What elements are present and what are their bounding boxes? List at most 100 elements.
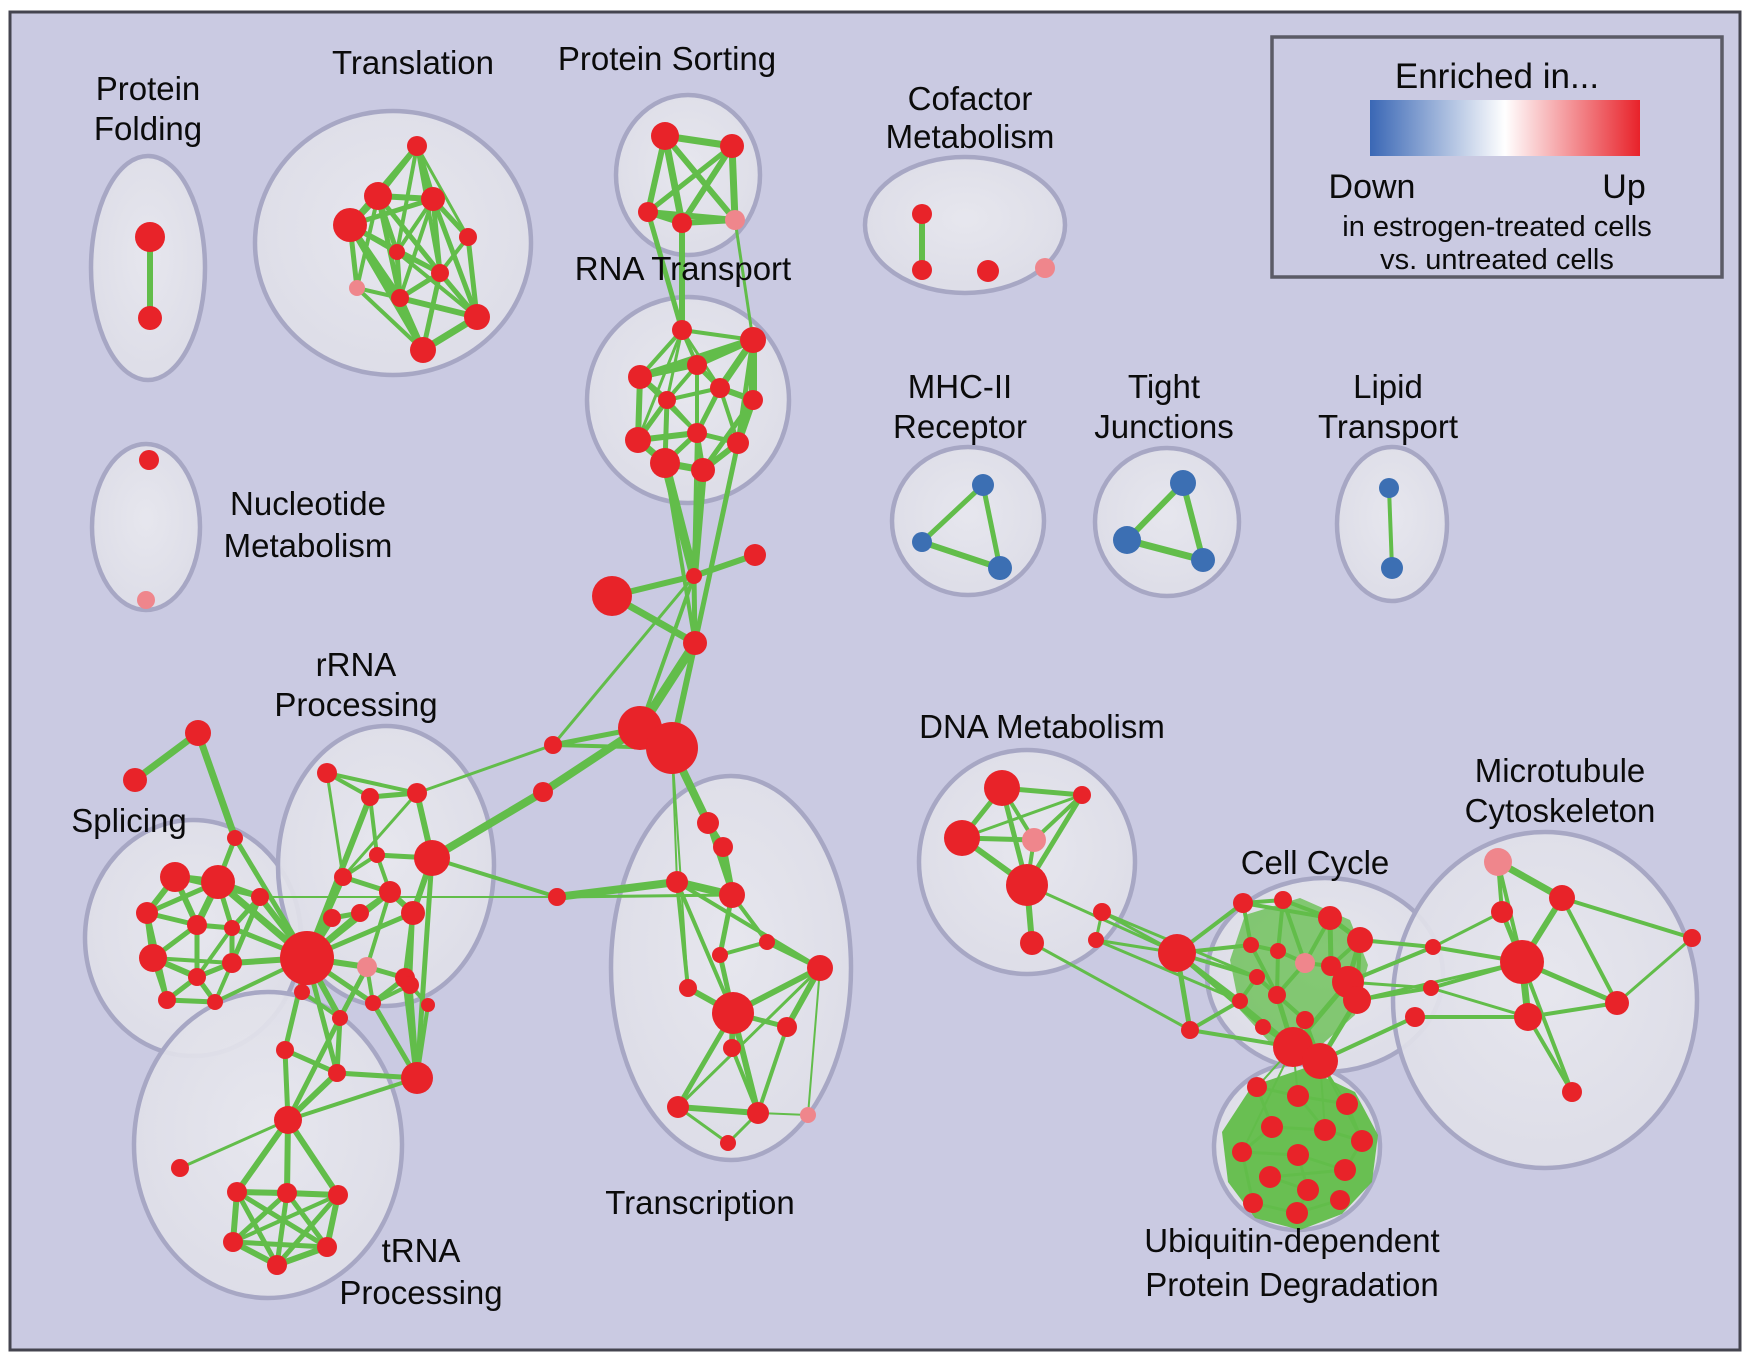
node-splicing-6[interactable] xyxy=(139,944,167,972)
node-trna_processing-1[interactable] xyxy=(171,1159,189,1177)
node-transcription-17[interactable] xyxy=(720,1135,736,1151)
node-rna_transport-10[interactable] xyxy=(650,448,680,478)
node-translation-4[interactable] xyxy=(459,228,477,246)
node-ubiquitin_degradation-4[interactable] xyxy=(1314,1119,1336,1141)
node-tight_junctions-0[interactable] xyxy=(1170,470,1196,496)
node-rna_transport-12[interactable] xyxy=(686,568,702,584)
node-rrna_processing-6[interactable] xyxy=(379,881,401,903)
node-trna_processing-2[interactable] xyxy=(227,1182,247,1202)
node-rna_transport-8[interactable] xyxy=(687,423,707,443)
node-rrna_processing-16[interactable] xyxy=(421,998,435,1012)
node-lipid_transport-0[interactable] xyxy=(1379,478,1399,498)
node-cell_cycle-12[interactable] xyxy=(1268,986,1286,1004)
node-splicing-10[interactable] xyxy=(207,994,223,1010)
node-rrna_processing-0[interactable] xyxy=(317,763,337,783)
node-microtubule_cytoskeleton-4[interactable] xyxy=(1514,1003,1542,1031)
node-ubiquitin_degradation-3[interactable] xyxy=(1261,1116,1283,1138)
node-ubiquitin_degradation-11[interactable] xyxy=(1243,1193,1263,1213)
node-rrna_processing-14[interactable] xyxy=(365,995,381,1011)
node-ubiquitin_degradation-0[interactable] xyxy=(1247,1077,1267,1097)
node-transcription-4[interactable] xyxy=(713,837,733,857)
node-mhc_ii_receptor-1[interactable] xyxy=(912,532,932,552)
node-rrna_processing-5[interactable] xyxy=(414,840,450,876)
node-microtubule_cytoskeleton-5[interactable] xyxy=(1605,991,1629,1015)
node-rrna_processing-18[interactable] xyxy=(328,1064,346,1082)
node-translation-10[interactable] xyxy=(410,337,436,363)
node-translation-1[interactable] xyxy=(333,208,367,242)
node-cell_cycle-5[interactable] xyxy=(1318,906,1342,930)
node-cell_cycle-13[interactable] xyxy=(1232,993,1248,1009)
node-translation-3[interactable] xyxy=(421,187,445,211)
node-cell_cycle-10[interactable] xyxy=(1321,956,1341,976)
node-splicing-5[interactable] xyxy=(224,920,240,936)
node-cell_cycle-8[interactable] xyxy=(1270,943,1286,959)
node-trna_processing-4[interactable] xyxy=(328,1185,348,1205)
node-transcription-8[interactable] xyxy=(712,947,728,963)
node-dna_metabolism-4[interactable] xyxy=(1006,864,1048,906)
node-rrna_processing-15[interactable] xyxy=(401,976,419,994)
node-rna_transport-2[interactable] xyxy=(628,365,652,389)
node-transcription-3[interactable] xyxy=(697,812,719,834)
node-microtubule_cytoskeleton-1[interactable] xyxy=(1549,885,1575,911)
node-rrna_processing-8[interactable] xyxy=(351,904,369,922)
node-ubiquitin_degradation-2[interactable] xyxy=(1336,1093,1358,1115)
node-ubiquitin_degradation-9[interactable] xyxy=(1259,1166,1281,1188)
node-rrna_processing-4[interactable] xyxy=(369,847,385,863)
node-rna_transport-3[interactable] xyxy=(687,355,707,375)
node-cell_cycle-3[interactable] xyxy=(1233,893,1253,913)
node-rna_transport-6[interactable] xyxy=(743,390,763,410)
node-cell_cycle-1[interactable] xyxy=(1093,903,1111,921)
node-rna_transport-7[interactable] xyxy=(625,427,651,453)
node-protein_sorting-2[interactable] xyxy=(638,202,658,222)
node-ubiquitin_degradation-1[interactable] xyxy=(1287,1085,1309,1107)
node-trna_processing-0[interactable] xyxy=(274,1106,302,1134)
node-mhc_ii_receptor-0[interactable] xyxy=(972,474,994,496)
node-cell_cycle-18[interactable] xyxy=(1181,1021,1199,1039)
node-ubiquitin_degradation-8[interactable] xyxy=(1334,1159,1356,1181)
node-free-6[interactable] xyxy=(1423,980,1439,996)
node-rna_transport-9[interactable] xyxy=(727,432,749,454)
node-cell_cycle-17[interactable] xyxy=(1255,1019,1271,1035)
node-transcription-6[interactable] xyxy=(719,882,745,908)
node-ubiquitin_degradation-6[interactable] xyxy=(1232,1142,1252,1162)
node-cell_cycle-4[interactable] xyxy=(1274,891,1292,909)
node-ubiquitin_degradation-7[interactable] xyxy=(1287,1144,1309,1166)
node-rrna_processing-1[interactable] xyxy=(361,788,379,806)
node-dna_metabolism-5[interactable] xyxy=(1020,931,1044,955)
node-translation-7[interactable] xyxy=(349,280,365,296)
node-cell_cycle-9[interactable] xyxy=(1295,953,1315,973)
node-cell_cycle-11[interactable] xyxy=(1249,969,1265,985)
node-transcription-9[interactable] xyxy=(807,955,833,981)
node-translation-8[interactable] xyxy=(391,289,409,307)
node-transcription-10[interactable] xyxy=(679,979,697,997)
node-translation-0[interactable] xyxy=(407,136,427,156)
node-rrna_processing-12[interactable] xyxy=(294,984,310,1000)
node-tight_junctions-1[interactable] xyxy=(1113,526,1141,554)
node-cell_cycle-6[interactable] xyxy=(1347,927,1373,953)
node-ubiquitin_degradation-5[interactable] xyxy=(1351,1130,1373,1152)
node-free-5[interactable] xyxy=(1425,939,1441,955)
node-cofactor_metabolism-0[interactable] xyxy=(912,204,932,224)
node-protein_sorting-0[interactable] xyxy=(651,122,679,150)
node-cell_cycle-0[interactable] xyxy=(1158,934,1196,972)
node-translation-5[interactable] xyxy=(389,244,405,260)
node-rna_transport-15[interactable] xyxy=(683,631,707,655)
node-cell_cycle-16[interactable] xyxy=(1296,1011,1314,1029)
node-transcription-14[interactable] xyxy=(667,1096,689,1118)
node-dna_metabolism-1[interactable] xyxy=(944,820,980,856)
node-trna_processing-3[interactable] xyxy=(277,1183,297,1203)
node-lipid_transport-1[interactable] xyxy=(1381,557,1403,579)
node-ubiquitin_degradation-10[interactable] xyxy=(1297,1179,1319,1201)
node-rrna_processing-20[interactable] xyxy=(280,931,334,985)
node-cell_cycle-7[interactable] xyxy=(1243,937,1259,953)
node-ubiquitin_degradation-12[interactable] xyxy=(1286,1202,1308,1224)
node-cell_cycle-20[interactable] xyxy=(1302,1043,1338,1079)
node-transcription-5[interactable] xyxy=(666,871,688,893)
node-rna_transport-1[interactable] xyxy=(740,327,766,353)
node-protein_sorting-3[interactable] xyxy=(672,213,692,233)
node-rna_transport-14[interactable] xyxy=(592,576,632,616)
node-splicing-9[interactable] xyxy=(158,991,176,1009)
node-cofactor_metabolism-2[interactable] xyxy=(977,260,999,282)
node-trna_processing-6[interactable] xyxy=(317,1237,337,1257)
node-protein_folding-0[interactable] xyxy=(135,222,165,252)
